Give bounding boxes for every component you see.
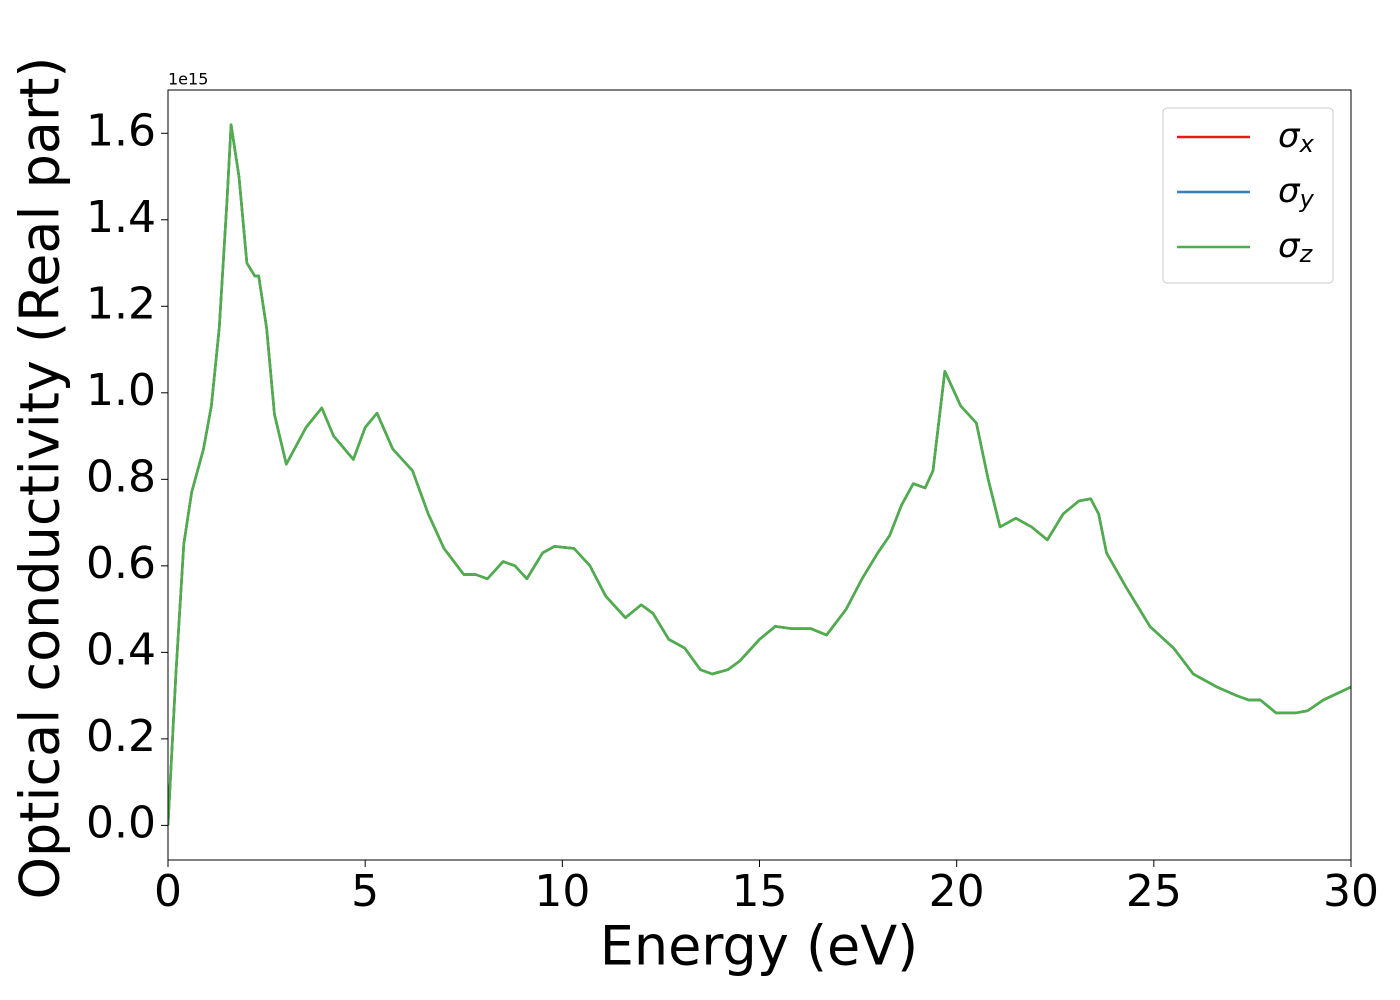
y-tick-label: 1.4 bbox=[86, 192, 156, 243]
x-tick-label: 0 bbox=[154, 866, 182, 917]
x-tick-label: 25 bbox=[1126, 866, 1182, 917]
y-tick-label: 1.6 bbox=[86, 105, 156, 156]
x-axis-label: Energy (eV) bbox=[600, 915, 919, 978]
y-tick-label: 1.2 bbox=[86, 278, 156, 329]
y-axis-label: Optical conductivity (Real part) bbox=[9, 57, 72, 900]
plot-frame bbox=[167, 89, 1352, 861]
y-tick-label: 0.6 bbox=[86, 538, 156, 589]
x-tick-label: 30 bbox=[1323, 866, 1379, 917]
legend-box bbox=[1162, 107, 1334, 284]
y-offset-label: 1e15 bbox=[168, 70, 208, 89]
x-tick-label: 10 bbox=[534, 866, 590, 917]
x-tick-label: 20 bbox=[929, 866, 985, 917]
y-tick-label: 0.4 bbox=[86, 624, 156, 675]
legend-label: σz bbox=[1278, 226, 1314, 269]
legend-label: σy bbox=[1278, 171, 1315, 214]
y-tick-label: 0.2 bbox=[86, 711, 156, 762]
y-tick-label: 0.8 bbox=[86, 451, 156, 502]
line-series bbox=[168, 123, 1351, 826]
x-tick-label: 15 bbox=[732, 866, 788, 917]
y-tick-label: 0.0 bbox=[86, 797, 156, 848]
y-tick-label: 1.0 bbox=[86, 365, 156, 416]
x-tick-label: 5 bbox=[351, 866, 379, 917]
legend-label: σx bbox=[1278, 116, 1315, 159]
